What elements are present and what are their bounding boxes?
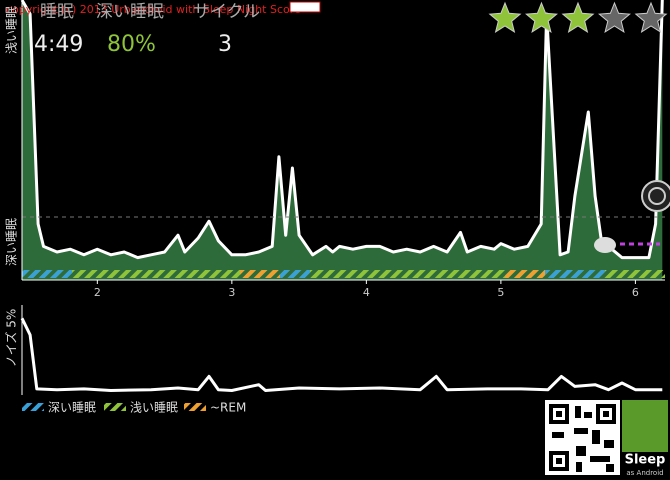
alarm-icon[interactable] [641, 180, 670, 212]
header-label: 睡眠 [40, 2, 74, 22]
alarm-icon-face [648, 187, 666, 205]
curve [20, 317, 663, 392]
hypnogram [20, 0, 664, 392]
header-label: サイクル [193, 2, 260, 22]
star [525, 1, 558, 33]
star [488, 1, 522, 33]
header-value: 80% [107, 32, 156, 57]
header-value: 3 [218, 32, 232, 57]
x-tick-label: 2 [94, 286, 101, 299]
app-logo [622, 400, 668, 452]
star [598, 1, 631, 33]
legend: 深い睡眠 浅い睡眠 ~REM [22, 401, 246, 415]
header-value: 4:49 [34, 32, 83, 57]
x-tick-label: 3 [228, 286, 235, 299]
phase-stripe [22, 270, 665, 278]
header-label: 深い睡眠 [96, 2, 164, 22]
legend-text: 深い睡眠 [48, 401, 96, 415]
y-label: 深い睡眠 [5, 218, 19, 266]
x-tick-label: 6 [632, 286, 639, 299]
badge [289, 1, 321, 13]
x-tick-label: 4 [363, 286, 370, 299]
brand-sub: as Android [626, 469, 663, 477]
qr-code [545, 400, 620, 475]
copyright: copyright (c) 2013 Urbandroid with Sleep… [6, 3, 301, 16]
brand: Sleep [625, 453, 666, 468]
brain-icon [594, 237, 616, 253]
rating [488, 1, 668, 33]
noise-label: ノイズ 5% [4, 309, 19, 368]
curve [20, 0, 664, 260]
legend-text: ~REM [210, 401, 246, 415]
x-tick-label: 5 [497, 286, 504, 299]
star [634, 1, 668, 33]
area [22, 0, 663, 280]
star [561, 1, 595, 33]
legend-text: 浅い睡眠 [130, 401, 178, 415]
y-label: 浅い睡眠 [5, 6, 19, 54]
